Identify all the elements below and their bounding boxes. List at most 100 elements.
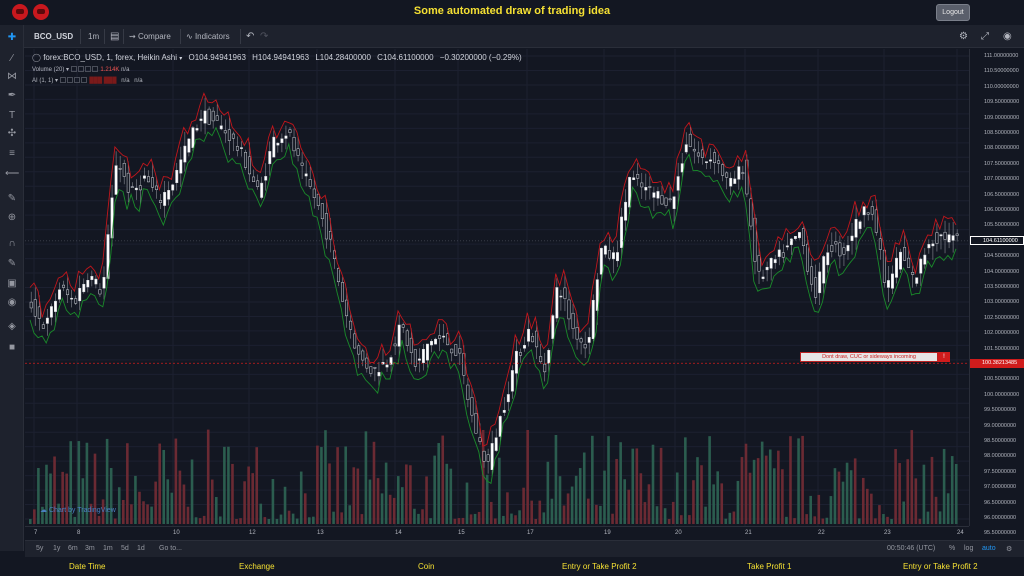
settings-icon[interactable] xyxy=(77,66,84,73)
volume-bar xyxy=(198,518,202,524)
brush-icon[interactable]: ✒ xyxy=(7,90,17,101)
chevron-down-icon[interactable]: ▾ xyxy=(55,78,59,84)
more-icon[interactable] xyxy=(91,66,98,73)
logout-button[interactable]: Logout xyxy=(936,4,970,21)
pitchfork-icon[interactable]: ⋈ xyxy=(7,71,17,82)
candle-body xyxy=(696,152,700,157)
candle-body xyxy=(656,191,660,199)
redo-icon[interactable]: ↷ xyxy=(260,31,269,42)
crosshair-icon[interactable]: ✚ xyxy=(7,32,17,43)
time-tick-label: 20 xyxy=(675,530,682,536)
log-toggle[interactable]: log xyxy=(964,545,974,552)
range-button-5d[interactable]: 5d xyxy=(121,545,129,552)
pattern-icon[interactable]: ✣ xyxy=(7,128,17,139)
time-axis[interactable]: 7 8 10 12 13 14 15 17 19 20 21 22 23 24 xyxy=(25,526,969,540)
candle-body xyxy=(486,454,490,462)
price-tick-label: 110.50000000 xyxy=(984,68,1019,75)
fullscreen-icon[interactable]: ⤢ xyxy=(981,31,989,42)
volume-bar xyxy=(878,505,881,524)
volume-label[interactable]: Volume (20) xyxy=(32,67,65,73)
trade-annotation[interactable]: Dont draw, CUC or sideways incoming ! xyxy=(800,352,950,362)
ruler-icon[interactable]: ✎ xyxy=(7,193,17,204)
zoom-in-icon[interactable]: ⊕ xyxy=(7,212,17,223)
candle-body xyxy=(446,333,450,346)
chevron-down-icon[interactable]: ▾ xyxy=(66,67,70,73)
range-button-1m[interactable]: 1m xyxy=(103,545,113,552)
volume-bar xyxy=(146,504,149,524)
volume-bar xyxy=(295,518,299,524)
time-tick-label: 22 xyxy=(818,530,825,536)
compare-button[interactable]: ⇝ Compare xyxy=(129,25,171,48)
volume-bar xyxy=(291,513,295,524)
candle-body xyxy=(482,450,486,462)
volume-bar xyxy=(849,470,853,524)
legend-title[interactable]: forex:BCO_USD, 1, forex, Heikin Ashi xyxy=(43,53,178,62)
prediction-icon[interactable]: ≡ xyxy=(9,148,15,159)
back-arrow-icon[interactable]: ⟵ xyxy=(5,168,20,179)
candle-body xyxy=(438,335,442,339)
trend-line-icon[interactable]: ∕ xyxy=(11,53,13,64)
volume-bar xyxy=(857,518,861,524)
candle-body xyxy=(90,276,94,280)
goto-button[interactable]: Go to... xyxy=(159,545,182,552)
candle-body xyxy=(911,272,915,275)
range-button-3m[interactable]: 3m xyxy=(85,545,95,552)
symbol-search-button[interactable]: BCO_USD xyxy=(34,32,74,41)
range-button-1y[interactable]: 1y xyxy=(53,545,61,552)
undo-icon[interactable]: ↶ xyxy=(246,31,255,42)
brand-logo-icon[interactable] xyxy=(33,4,49,20)
utc-clock[interactable]: 00:50:46 (UTC) xyxy=(887,545,936,552)
candle-body xyxy=(531,336,535,343)
settings-icon[interactable] xyxy=(66,77,73,84)
volume-bar xyxy=(489,501,493,524)
candle-body xyxy=(830,245,834,252)
candle-body xyxy=(292,137,296,152)
range-button-5y[interactable]: 5y xyxy=(36,545,44,552)
volume-bar xyxy=(716,471,719,524)
legend-symbol-icon: ◯ xyxy=(32,53,41,62)
price-tick-label: 104.50000000 xyxy=(984,253,1020,260)
more-icon[interactable] xyxy=(80,77,87,84)
eye-toggle-icon[interactable] xyxy=(59,77,66,84)
volume-bar xyxy=(866,488,869,524)
candle-body xyxy=(798,232,801,239)
brand-logo-icon[interactable] xyxy=(12,4,28,20)
text-tool-icon[interactable]: T xyxy=(8,110,16,121)
lock-drawing-icon[interactable]: ✎ xyxy=(7,258,17,269)
lock-icon[interactable]: ▣ xyxy=(7,278,17,289)
range-button-6m[interactable]: 6m xyxy=(68,545,78,552)
range-button-1d[interactable]: 1d xyxy=(137,545,145,552)
magnet-icon[interactable]: ∩ xyxy=(8,238,16,249)
volume-bar xyxy=(316,445,319,524)
price-chart[interactable] xyxy=(25,49,969,526)
ai-label[interactable]: AI (1, 1) xyxy=(32,78,54,84)
eye-icon[interactable]: ◉ xyxy=(7,297,17,308)
tradingview-watermark[interactable]: ☁ Chart by TradingView xyxy=(40,506,116,514)
volume-bar xyxy=(380,493,384,524)
time-tick-label: 14 xyxy=(395,530,402,536)
trash-icon[interactable]: ■ xyxy=(8,342,16,353)
price-axis[interactable]: 111.00000000 110.50000000 110.00000000 109.… xyxy=(969,49,1024,552)
volume-bar xyxy=(724,518,728,524)
chart-style-icon[interactable]: ▤ xyxy=(110,31,120,42)
interval-button[interactable]: 1m xyxy=(88,32,100,41)
legend-low: L104.28400000 xyxy=(315,53,371,62)
close-icon[interactable] xyxy=(84,66,91,73)
settings-gear-icon[interactable]: ⚙ xyxy=(959,31,968,42)
percent-toggle[interactable]: % xyxy=(949,545,956,552)
indicators-button[interactable]: ∿ Indicators xyxy=(186,25,230,48)
candle-body xyxy=(413,349,417,367)
eye-toggle-icon[interactable] xyxy=(70,66,77,73)
divider xyxy=(180,29,181,44)
settings-gear-icon[interactable]: ⚙ xyxy=(1006,546,1013,553)
close-icon[interactable] xyxy=(73,77,80,84)
volume-bar xyxy=(396,476,400,524)
layers-icon[interactable]: ◈ xyxy=(8,321,16,332)
chart-pane[interactable] xyxy=(25,49,969,526)
auto-toggle[interactable]: auto xyxy=(982,545,996,552)
camera-icon[interactable]: ◉ xyxy=(1003,31,1012,42)
legend-dropdown-icon[interactable]: ▾ xyxy=(179,56,183,62)
time-tick-label: 8 xyxy=(77,530,81,536)
volume-bar xyxy=(340,512,343,524)
candle-body xyxy=(555,287,559,319)
